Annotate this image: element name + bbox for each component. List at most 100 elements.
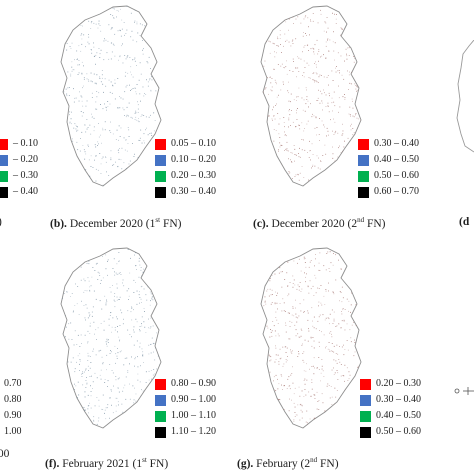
caption-label: (d [459, 216, 470, 228]
caption-label: (g). [237, 457, 254, 470]
legend-item: – 0.20 [0, 152, 38, 168]
caption-label: (b). [50, 217, 67, 230]
legend-range: 0.30 – 0.40 [376, 394, 421, 405]
legend-swatch [155, 170, 166, 182]
legend-item: 0.90 [0, 408, 22, 424]
legend-item: 1.10 – 1.20 [155, 424, 216, 440]
legend-item: – 0.40 [0, 184, 38, 200]
legend-swatch [358, 170, 369, 182]
caption-suffix: FN) [364, 217, 386, 230]
legend-item: – 0.10 [0, 136, 38, 152]
legend-range: 0.20 – 0.30 [376, 378, 421, 389]
legend-item: 0.90 – 1.00 [155, 392, 216, 408]
legend-range: 0.20 – 0.30 [171, 170, 216, 181]
caption-title: February 2021 (1 [62, 457, 143, 470]
legend-item: – 0.30 [0, 168, 38, 184]
legend-swatch [360, 410, 371, 422]
legend-range: – 0.20 [13, 154, 38, 165]
caption-panel-f: (f). February 2021 (1st FN) [45, 456, 168, 470]
legend-item: 1.00 [0, 424, 22, 440]
legend-range: 0.50 – 0.60 [376, 426, 421, 437]
legend-range: 0.40 – 0.50 [374, 154, 419, 165]
legend-swatch [358, 138, 369, 150]
legend-panel-f: 0.80 – 0.90 0.90 – 1.00 1.00 – 1.10 1.10… [155, 376, 216, 440]
legend-range: 0.60 – 0.70 [374, 186, 419, 197]
legend-swatch [0, 170, 8, 182]
scale-bar-partial [454, 387, 474, 395]
legend-swatch [155, 394, 166, 406]
caption-label: (c). [253, 217, 269, 230]
legend-swatch [0, 186, 8, 198]
region-map-g [260, 247, 362, 429]
caption-suffix: FN) [146, 457, 169, 470]
caption-title: December 2020 (2 [271, 217, 358, 230]
legend-swatch [155, 138, 166, 150]
legend-item: 0.10 – 0.20 [155, 152, 216, 168]
legend-range: – 0.30 [13, 170, 38, 181]
legend-item: 0.60 – 0.70 [358, 184, 419, 200]
caption-suffix: FN) [160, 217, 182, 230]
legend-range: 0.90 [4, 410, 22, 421]
legend-panel-e: 0.70 0.80 0.90 1.00 [0, 376, 22, 440]
legend-range: 1.00 [4, 426, 22, 437]
legend-range: – 0.40 [13, 186, 38, 197]
legend-panel-b: 0.05 – 0.10 0.10 – 0.20 0.20 – 0.30 0.30… [155, 136, 216, 200]
legend-range: 0.40 – 0.50 [376, 410, 421, 421]
caption-order: nd [310, 456, 318, 464]
legend-range: 0.80 [4, 394, 22, 405]
region-map-b [60, 5, 162, 187]
legend-item: 0.50 – 0.60 [360, 424, 421, 440]
legend-swatch [155, 186, 166, 198]
legend-swatch [358, 186, 369, 198]
caption-title: December 2020 (1 [69, 217, 156, 230]
legend-range: 0.90 – 1.00 [171, 394, 216, 405]
caption-panel-b: (b). December 2020 (1st FN) [50, 216, 181, 230]
legend-panel-g: 0.20 – 0.30 0.30 – 0.40 0.40 – 0.50 0.50… [360, 376, 421, 440]
caption-panel-g: (g). February (2nd FN) [237, 456, 339, 470]
legend-swatch [358, 154, 369, 166]
caption-panel-e: .00 [0, 448, 9, 460]
legend-item: 0.30 – 0.40 [358, 136, 419, 152]
legend-swatch [155, 410, 166, 422]
caption-panel-c: (c). December 2020 (2nd FN) [253, 216, 386, 230]
legend-range: 0.80 – 0.90 [171, 378, 216, 389]
caption-order: st [142, 456, 147, 464]
legend-range: 0.10 – 0.20 [171, 154, 216, 165]
legend-panel-c: 0.30 – 0.40 0.40 – 0.50 0.50 – 0.60 0.60… [358, 136, 419, 200]
legend-range: 0.50 – 0.60 [374, 170, 419, 181]
legend-item: 0.40 – 0.50 [360, 408, 421, 424]
legend-item: 1.00 – 1.10 [155, 408, 216, 424]
legend-range: 0.05 – 0.10 [171, 138, 216, 149]
legend-item: 0.40 – 0.50 [358, 152, 419, 168]
legend-item: 0.20 – 0.30 [360, 376, 421, 392]
legend-swatch [155, 426, 166, 438]
legend-panel-a: – 0.10 – 0.20 – 0.30 – 0.40 [0, 136, 38, 200]
legend-item: 0.30 – 0.40 [360, 392, 421, 408]
legend-item: 0.05 – 0.10 [155, 136, 216, 152]
caption-panel-a: ) [0, 216, 2, 228]
legend-swatch [360, 426, 371, 438]
legend-range: 1.00 – 1.10 [171, 410, 216, 421]
caption-title: February (2 [256, 457, 311, 470]
region-map-f [60, 247, 162, 429]
legend-item: 0.20 – 0.30 [155, 168, 216, 184]
legend-range: 1.10 – 1.20 [171, 426, 216, 437]
legend-item: 0.80 [0, 392, 22, 408]
legend-item: 0.30 – 0.40 [155, 184, 216, 200]
legend-swatch [0, 154, 8, 166]
legend-swatch [360, 394, 371, 406]
caption-order: st [155, 216, 161, 224]
caption-suffix: FN) [317, 457, 339, 470]
legend-swatch [155, 154, 166, 166]
caption-label: (f). [45, 457, 60, 470]
legend-swatch [155, 378, 166, 390]
legend-swatch [360, 378, 371, 390]
legend-range: – 0.10 [13, 138, 38, 149]
region-map-c [260, 5, 362, 187]
legend-item: 0.50 – 0.60 [358, 168, 419, 184]
legend-item: 0.80 – 0.90 [155, 376, 216, 392]
caption-order: nd [357, 216, 365, 224]
caption-tail: .00 [0, 448, 10, 460]
legend-range: 0.30 – 0.40 [171, 186, 216, 197]
caption-tail: ) [0, 216, 2, 228]
